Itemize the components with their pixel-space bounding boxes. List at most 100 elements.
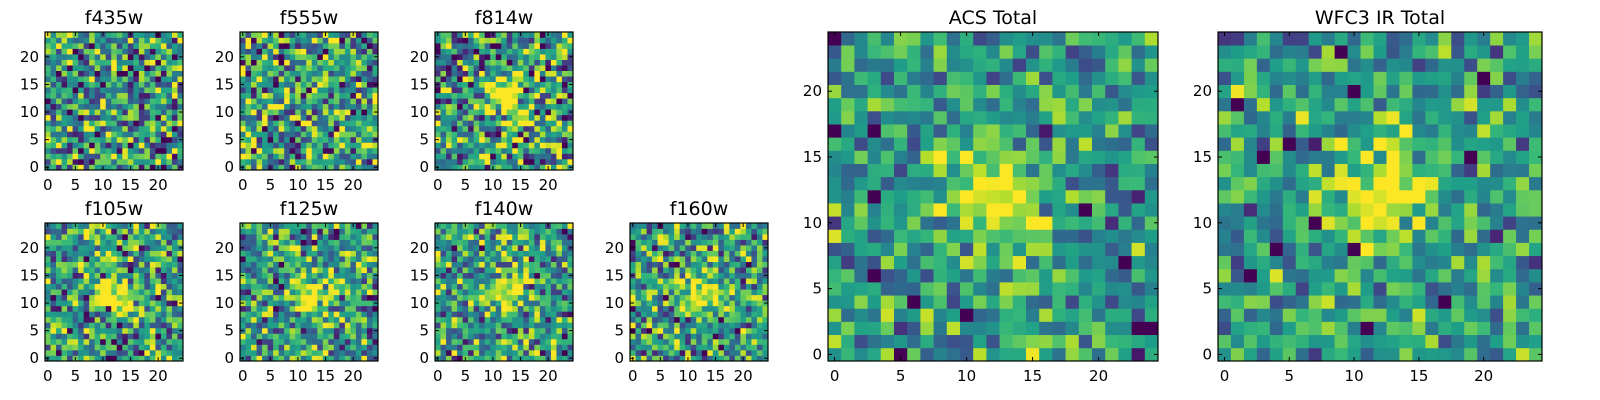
heatmap-cell	[284, 70, 291, 77]
heatmap-cell	[355, 48, 362, 55]
heatmap-cell	[690, 316, 697, 323]
heatmap-cell	[289, 125, 296, 132]
heatmap-cell	[322, 250, 329, 257]
heatmap-cell	[160, 344, 167, 351]
heatmap-cell	[300, 278, 307, 285]
heatmap-cell	[490, 147, 497, 154]
heatmap-cell	[273, 239, 279, 246]
heatmap-cell	[696, 305, 703, 312]
heatmap-cell	[451, 245, 458, 251]
heatmap-cell	[267, 37, 274, 44]
heatmap-cell	[462, 153, 469, 160]
heatmap-cell	[273, 54, 279, 60]
heatmap-cell	[468, 283, 474, 290]
heatmap-cell	[745, 333, 752, 340]
heatmap-cell	[723, 322, 730, 329]
heatmap-cell	[523, 344, 530, 351]
heatmap-cell	[1131, 295, 1146, 309]
heatmap-cell	[72, 87, 79, 94]
heatmap-cell	[751, 333, 758, 340]
heatmap-cell	[534, 158, 541, 165]
heatmap-cell	[344, 294, 351, 301]
heatmap-cell	[311, 333, 318, 340]
heatmap-cell	[166, 158, 173, 165]
heatmap-cell	[78, 59, 84, 66]
heatmap-cell	[149, 37, 156, 44]
heatmap-cell	[663, 234, 669, 240]
heatmap-cell	[701, 256, 708, 262]
heatmap-cell	[545, 153, 552, 160]
heatmap-cell	[468, 228, 474, 235]
heatmap-cell	[149, 59, 156, 66]
heatmap-cell	[256, 283, 263, 290]
heatmap-cell	[278, 59, 285, 66]
heatmap-cell	[72, 245, 79, 251]
heatmap-cell	[1078, 347, 1093, 362]
heatmap-cell	[278, 272, 285, 279]
heatmap-cell	[361, 153, 368, 160]
heatmap-cell	[545, 322, 552, 329]
heatmap-cell	[690, 355, 697, 362]
heatmap-cell	[251, 272, 257, 279]
heatmap-cell	[933, 334, 948, 349]
heatmap-cell	[300, 261, 307, 268]
heatmap-cell	[122, 338, 129, 345]
heatmap-cell	[333, 70, 340, 77]
heatmap-cell	[322, 109, 329, 116]
heatmap-cell	[372, 239, 379, 246]
heatmap-cell	[534, 333, 541, 340]
heatmap-cell	[67, 70, 73, 77]
heatmap-cell	[534, 223, 541, 229]
heatmap-cell	[284, 344, 291, 351]
heatmap-cell	[127, 125, 134, 132]
heatmap-cell	[484, 37, 491, 44]
heatmap-cell	[50, 338, 57, 345]
heatmap-cell	[729, 256, 736, 262]
heatmap-cell	[72, 327, 79, 334]
heatmap-cell	[545, 278, 552, 285]
heatmap-cell	[262, 355, 268, 362]
heatmap-cell	[100, 234, 107, 240]
heatmap-cell	[122, 283, 129, 290]
heatmap-cell	[361, 54, 368, 60]
heatmap-cell	[111, 81, 118, 88]
heatmap-cell	[160, 59, 167, 66]
heatmap-cell	[479, 43, 486, 49]
heatmap-cell	[133, 48, 140, 55]
heatmap-cell	[1144, 242, 1159, 257]
heatmap-cell	[960, 321, 974, 336]
heatmap-cell	[468, 76, 474, 83]
heatmap-cell	[273, 344, 279, 351]
heatmap-cell	[567, 120, 574, 127]
heatmap-cell	[94, 87, 101, 94]
heatmap-cell	[78, 250, 84, 257]
heatmap-cell	[89, 142, 96, 149]
heatmap-cell	[289, 278, 296, 285]
heatmap-cell	[284, 114, 291, 121]
heatmap-cell	[440, 272, 447, 279]
heatmap-cell	[100, 65, 107, 71]
heatmap-cell	[701, 267, 708, 274]
heatmap-cell	[72, 48, 79, 55]
heatmap-cell	[495, 305, 502, 312]
heatmap-cell	[484, 267, 491, 274]
heatmap-cell	[657, 261, 664, 268]
heatmap-cell	[284, 54, 291, 60]
heatmap-cell	[138, 131, 145, 138]
heatmap-cell	[880, 150, 895, 164]
heatmap-cell	[668, 234, 675, 240]
heatmap-cell	[635, 338, 642, 345]
heatmap-cell	[155, 267, 162, 274]
heatmap-cell	[545, 109, 552, 116]
heatmap-cell	[707, 289, 714, 296]
heatmap-cell	[127, 272, 134, 279]
heatmap-cell	[506, 153, 513, 160]
heatmap-cell	[149, 355, 156, 362]
heatmap-cell	[328, 65, 335, 71]
heatmap-cell	[933, 321, 948, 336]
heatmap-cell	[867, 308, 882, 322]
heatmap-cell	[273, 109, 279, 116]
heatmap-cell	[567, 322, 574, 329]
heatmap-cell	[528, 261, 535, 268]
heatmap-cell	[116, 70, 123, 77]
